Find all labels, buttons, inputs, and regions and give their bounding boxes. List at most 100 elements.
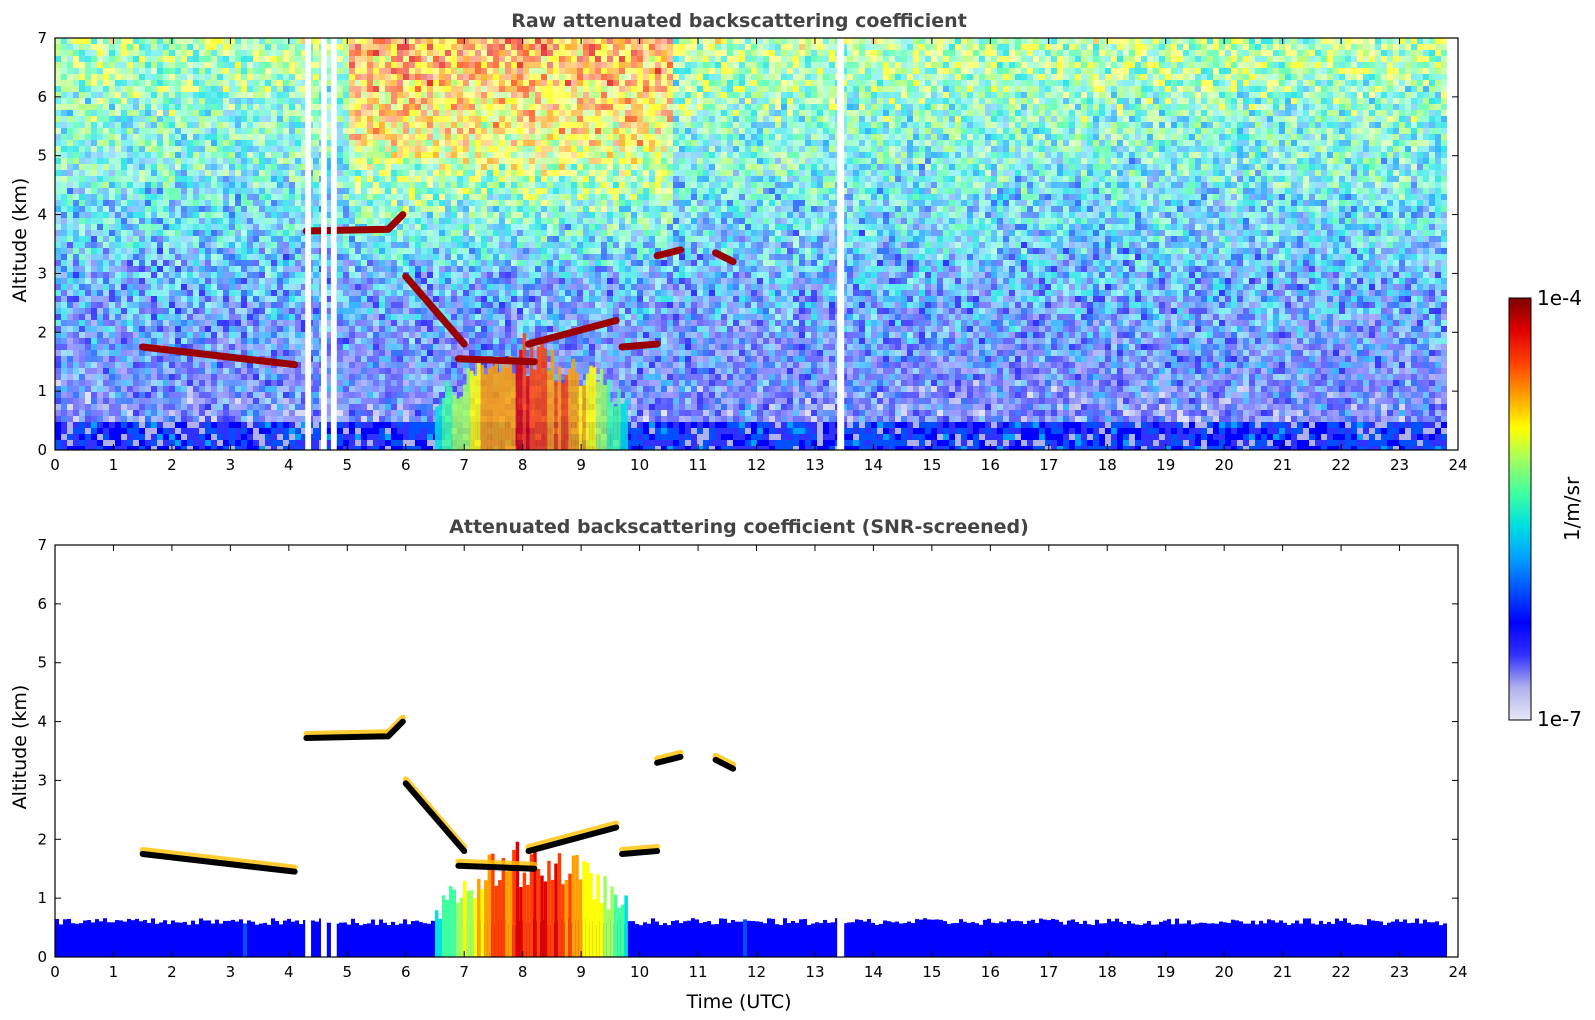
noise-cell — [265, 242, 271, 248]
noise-cell — [223, 254, 229, 260]
noise-cell — [481, 134, 487, 140]
noise-cell — [481, 110, 487, 116]
noise-cell — [175, 248, 181, 254]
noise-cell — [97, 296, 103, 302]
noise-cell — [463, 296, 469, 302]
noise-cell — [235, 50, 241, 56]
noise-cell — [433, 236, 439, 242]
noise-cell — [211, 260, 217, 266]
noise-cell — [133, 326, 139, 332]
noise-cell — [229, 428, 235, 434]
noise-cell — [337, 164, 343, 170]
noise-cell — [133, 386, 139, 392]
noise-cell — [259, 326, 265, 332]
noise-cell — [289, 320, 295, 326]
noise-cell — [397, 110, 403, 116]
noise-cell — [415, 62, 421, 68]
noise-cell — [343, 176, 349, 182]
noise-cell — [169, 392, 175, 398]
noise-cell — [265, 170, 271, 176]
noise-cell — [199, 200, 205, 206]
noise-cell — [235, 62, 241, 68]
noise-cell — [379, 38, 385, 44]
noise-cell — [325, 446, 331, 450]
noise-cell — [367, 74, 373, 80]
noise-cell — [61, 80, 67, 86]
noise-cell — [295, 374, 301, 380]
noise-cell — [361, 362, 367, 368]
noise-cell — [181, 302, 187, 308]
noise-cell — [67, 194, 73, 200]
noise-cell — [337, 188, 343, 194]
noise-cell — [349, 110, 355, 116]
noise-cell — [115, 182, 121, 188]
noise-cell — [199, 302, 205, 308]
noise-cell — [415, 134, 421, 140]
noise-cell — [451, 362, 457, 368]
noise-cell — [55, 386, 61, 392]
noise-cell — [373, 56, 379, 62]
noise-cell — [61, 170, 67, 176]
noise-cell — [103, 368, 109, 374]
noise-cell — [55, 314, 61, 320]
noise-cell — [205, 194, 211, 200]
noise-cell — [349, 68, 355, 74]
noise-cell — [85, 50, 91, 56]
noise-cell — [367, 122, 373, 128]
noise-cell — [91, 224, 97, 230]
noise-cell — [355, 422, 361, 428]
noise-cell — [421, 326, 427, 332]
noise-cell — [379, 92, 385, 98]
noise-cell — [145, 176, 151, 182]
noise-cell — [151, 422, 157, 428]
noise-cell — [367, 416, 373, 422]
noise-cell — [457, 50, 463, 56]
noise-cell — [355, 350, 361, 356]
noise-cell — [433, 140, 439, 146]
noise-cell — [409, 152, 415, 158]
noise-cell — [349, 38, 355, 44]
noise-cell — [85, 410, 91, 416]
noise-cell — [133, 410, 139, 416]
noise-cell — [265, 116, 271, 122]
noise-cell — [223, 98, 229, 104]
noise-cell — [61, 164, 67, 170]
noise-cell — [415, 326, 421, 332]
noise-cell — [325, 296, 331, 302]
noise-cell — [223, 152, 229, 158]
noise-cell — [403, 320, 409, 326]
noise-cell — [145, 146, 151, 152]
noise-cell — [355, 308, 361, 314]
noise-cell — [133, 374, 139, 380]
noise-cell — [463, 38, 469, 44]
noise-cell — [115, 128, 121, 134]
noise-cell — [385, 386, 391, 392]
noise-cell — [229, 188, 235, 194]
noise-cell — [127, 320, 133, 326]
noise-cell — [67, 386, 73, 392]
noise-cell — [343, 206, 349, 212]
noise-cell — [163, 44, 169, 50]
noise-cell — [223, 134, 229, 140]
noise-cell — [391, 200, 397, 206]
noise-cell — [157, 290, 163, 296]
noise-cell — [211, 296, 217, 302]
noise-cell — [103, 434, 109, 440]
noise-cell — [367, 308, 373, 314]
noise-cell — [295, 62, 301, 68]
noise-cell — [157, 116, 163, 122]
noise-cell — [361, 92, 367, 98]
noise-cell — [187, 404, 193, 410]
noise-cell — [385, 230, 391, 236]
noise-cell — [211, 284, 217, 290]
noise-cell — [199, 134, 205, 140]
noise-cell — [337, 146, 343, 152]
noise-cell — [301, 404, 307, 410]
noise-cell — [181, 410, 187, 416]
noise-cell — [109, 152, 115, 158]
noise-cell — [253, 182, 259, 188]
noise-cell — [349, 248, 355, 254]
noise-cell — [121, 278, 127, 284]
noise-cell — [481, 230, 487, 236]
